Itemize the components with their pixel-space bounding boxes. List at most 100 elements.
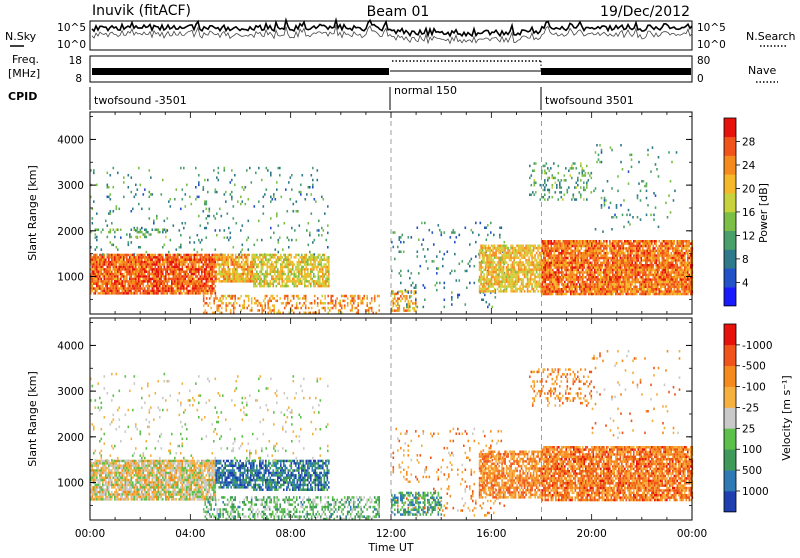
power-colorbar-tick-2: 8 xyxy=(742,254,749,266)
beam-title: Beam 01 xyxy=(367,4,430,20)
velocity-colorbar-tick-2: 500 xyxy=(742,465,762,477)
power-colorbar-bin-5 xyxy=(724,212,736,231)
nsky-panel: N.Sky 10^5 10^0 10^5 10^0 N.Search xyxy=(5,20,796,51)
x-tick-1: 00:00 xyxy=(75,528,105,540)
freq-right-tick-top: 80 xyxy=(697,55,710,67)
cpid-label: CPID xyxy=(8,90,37,103)
velocity-colorbar-bin-8 xyxy=(724,345,736,366)
x-tick-7: 00:00 xyxy=(677,528,707,540)
power-echo-region-11 xyxy=(529,162,592,201)
velocity-echo-region-5 xyxy=(203,496,380,520)
power-colorbar-label: Power [dB] xyxy=(757,183,770,243)
nave-label: Nave xyxy=(748,64,776,77)
power-echo-region-9 xyxy=(479,245,542,293)
nsky-label: N.Sky xyxy=(5,30,37,43)
velocity-colorbar-label: Velocity [m s⁻¹] xyxy=(780,375,793,460)
power-echo-region-1 xyxy=(90,254,216,295)
velocity-echo-region-7 xyxy=(391,492,442,516)
cpid-segment-2: normal 150 xyxy=(394,84,457,97)
velocity-colorbar-bin-1 xyxy=(724,491,736,512)
power-colorbar-tick-1: 4 xyxy=(742,277,749,289)
power-colorbar-bin-6 xyxy=(724,193,736,212)
velocity-colorbar-tick-8: -1000 xyxy=(742,340,773,352)
power-ytick-4: 4000 xyxy=(57,134,84,146)
power-ytick-1: 1000 xyxy=(57,272,84,284)
cpid-strip: CPID twofsound -3501 normal 150 twofsoun… xyxy=(8,84,634,110)
x-tick-4: 12:00 xyxy=(376,528,406,540)
velocity-colorbar-tick-3: 100 xyxy=(742,444,762,456)
x-tick-5: 16:00 xyxy=(476,528,506,540)
velocity-colorbar-bin-9 xyxy=(724,324,736,345)
power-colorbar-tick-5: 20 xyxy=(742,183,755,195)
velocity-colorbar-tick-4: 25 xyxy=(742,423,755,435)
velocity-colorbar-bin-3 xyxy=(724,449,736,470)
velocity-colorbar-bin-2 xyxy=(724,470,736,491)
power-echo-region-6 xyxy=(203,295,380,314)
velocity-ylabel: Slant Range [km] xyxy=(26,371,39,467)
velocity-colorbar-bin-4 xyxy=(724,428,736,449)
power-ytick-3: 3000 xyxy=(57,180,84,192)
power-colorbar-bin-7 xyxy=(724,174,736,193)
velocity-colorbar-bin-7 xyxy=(724,366,736,387)
velocity-echo-region-9 xyxy=(542,446,694,501)
velocity-ytick-2: 2000 xyxy=(57,432,84,444)
power-echo-region-5 xyxy=(90,229,167,239)
velocity-colorbar-tick-1: 1000 xyxy=(742,486,769,498)
station-title: Inuvik (fitACF) xyxy=(92,3,191,19)
velocity-colorbar: 1000 500 100 25 -25 -100 -500 -1000 xyxy=(724,324,773,512)
freq-left-tick-top: 18 xyxy=(69,55,82,67)
power-colorbar-bin-4 xyxy=(724,231,736,250)
x-axis-label: Time UT xyxy=(367,541,413,554)
velocity-heatmap xyxy=(90,318,693,520)
date-title: 19/Dec/2012 xyxy=(600,4,690,20)
velocity-echo-region-1 xyxy=(90,460,216,501)
power-echo-region-10 xyxy=(542,240,694,295)
nsky-right-tick-top: 10^5 xyxy=(697,22,726,34)
velocity-echo-region-4 xyxy=(90,373,329,462)
velocity-ytick-4: 4000 xyxy=(57,340,84,352)
power-colorbar-bin-3 xyxy=(724,250,736,269)
power-colorbar-tick-7: 28 xyxy=(742,136,755,148)
nsky-right-tick-bottom: 10^0 xyxy=(697,39,726,51)
velocity-colorbar-bin-5 xyxy=(724,407,736,428)
power-colorbar-bin-8 xyxy=(724,156,736,175)
x-tick-6: 20:00 xyxy=(577,528,607,540)
power-colorbar-bin-10 xyxy=(724,118,736,137)
velocity-echo-region-11 xyxy=(592,350,681,439)
velocity-panel: 1000 2000 3000 4000 Slant Range [km] 1000 50… xyxy=(26,318,793,520)
power-ytick-2: 2000 xyxy=(57,226,84,238)
velocity-colorbar-bin-6 xyxy=(724,387,736,408)
power-colorbar-bin-2 xyxy=(724,268,736,287)
freq-panel: Freq. [MHz] 18 8 80 0 Nave xyxy=(8,53,778,85)
velocity-colorbar-tick-7: -500 xyxy=(742,361,766,373)
power-colorbar-tick-3: 12 xyxy=(742,230,755,242)
x-tick-2: 04:00 xyxy=(175,528,205,540)
velocity-colorbar-tick-5: -25 xyxy=(742,402,759,414)
x-axis: 00:00 04:00 08:00 12:00 16:00 20:00 00:00 xyxy=(75,528,707,540)
power-echo-region-4 xyxy=(90,167,329,256)
velocity-echo-region-2 xyxy=(215,460,254,489)
power-echo-region-3 xyxy=(253,254,330,288)
velocity-echo-region-10 xyxy=(529,368,592,407)
power-echo-region-2 xyxy=(215,254,254,283)
power-colorbar-bin-9 xyxy=(724,137,736,156)
velocity-colorbar-tick-6: -100 xyxy=(742,382,766,394)
freq-right-tick-bottom: 0 xyxy=(697,73,704,85)
velocity-echo-region-8 xyxy=(479,451,542,499)
freq-unit: [MHz] xyxy=(8,67,40,80)
velocity-ytick-3: 3000 xyxy=(57,386,84,398)
x-tick-3: 08:00 xyxy=(276,528,306,540)
power-echo-region-7 xyxy=(391,290,417,312)
nsky-left-tick-bottom: 10^0 xyxy=(57,39,86,51)
nsearch-label: N.Search xyxy=(746,30,796,43)
power-colorbar-tick-6: 24 xyxy=(742,160,756,172)
cpid-segment-1: twofsound -3501 xyxy=(94,94,187,107)
power-ylabel: Slant Range [km] xyxy=(26,165,39,261)
cpid-segment-3: twofsound 3501 xyxy=(545,94,634,107)
power-colorbar-bin-1 xyxy=(724,287,736,306)
power-heatmap xyxy=(90,112,693,314)
freq-left-tick-bottom: 8 xyxy=(75,73,82,85)
